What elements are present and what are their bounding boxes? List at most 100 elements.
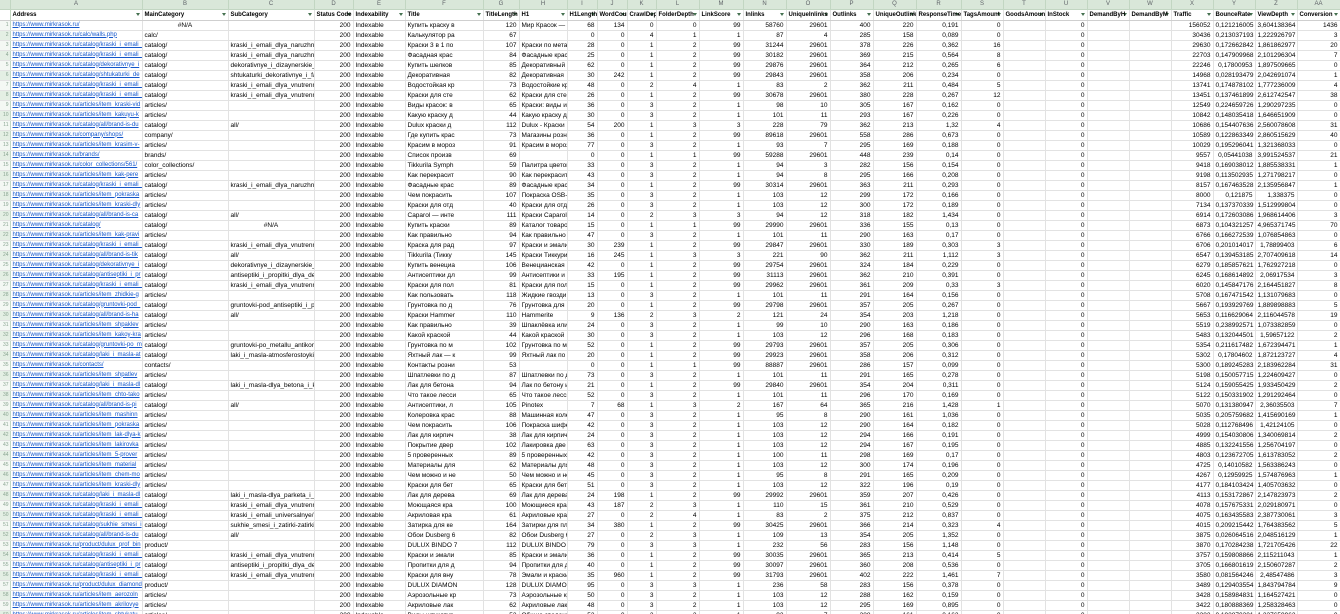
cell[interactable]: 1 <box>627 300 657 311</box>
cell[interactable]: 0,191 <box>916 20 962 31</box>
column-letter-J[interactable]: J <box>597 0 628 10</box>
cell[interactable]: 5124 <box>1171 380 1214 391</box>
cell[interactable]: 1 <box>627 130 657 141</box>
cell[interactable]: 182 <box>873 210 917 221</box>
cell[interactable]: 366 <box>830 520 874 531</box>
cell[interactable]: 0 <box>961 220 1004 231</box>
cell[interactable]: 0 <box>961 140 1004 151</box>
cell[interactable]: 0 <box>961 150 1004 161</box>
cell[interactable]: 103 <box>743 590 787 601</box>
cell[interactable] <box>1003 570 1046 581</box>
cell[interactable]: Краски для сте <box>519 90 568 101</box>
cell[interactable]: 30182 <box>743 50 787 61</box>
cell[interactable]: 0,192870201 <box>1213 610 1256 614</box>
cell[interactable]: 1 <box>627 570 657 581</box>
cell[interactable]: 296 <box>830 330 874 341</box>
cell[interactable]: https://www.mirkrasok.ru/brands/ <box>10 150 143 161</box>
cell[interactable]: 62 <box>483 90 520 101</box>
cell[interactable]: articles/ <box>142 470 229 481</box>
cell[interactable]: articles/ <box>142 410 229 421</box>
row-number[interactable]: 35 <box>0 360 11 371</box>
cell[interactable]: 5708 <box>1171 290 1214 301</box>
cell[interactable]: 53 <box>567 610 598 614</box>
cell[interactable]: 94 <box>483 560 520 571</box>
url-link[interactable]: https://www.mirkrasok.ru/catalog/all/bra… <box>12 251 138 258</box>
cell[interactable]: articles/ <box>142 110 229 121</box>
cell[interactable]: 1 <box>627 380 657 391</box>
cell[interactable]: kraski_i_emali_dlya_naruzhnykh <box>228 40 315 51</box>
cell[interactable]: Tikkurila (Тикку <box>405 250 484 261</box>
cell[interactable]: 0 <box>1045 450 1088 461</box>
cell[interactable]: 3 <box>627 450 657 461</box>
cell[interactable]: 1 <box>627 150 657 161</box>
cell[interactable]: 2 <box>656 70 700 81</box>
cell[interactable]: 205 <box>873 340 917 351</box>
cell[interactable]: 0 <box>1045 500 1088 511</box>
cell[interactable]: #N/A <box>228 220 315 231</box>
url-link[interactable]: https://www.mirkrasok.ru/catalog/laki_i_… <box>12 491 141 498</box>
cell[interactable]: shtukaturki_dekorativnye_i_fakt <box>228 70 315 81</box>
cell[interactable]: 3 <box>627 290 657 301</box>
cell[interactable]: 0,113502935 <box>1213 170 1256 181</box>
row-number[interactable]: 26 <box>0 270 11 281</box>
header-instock[interactable]: InStock <box>1045 9 1088 21</box>
cell[interactable]: 0 <box>961 610 1004 614</box>
cell[interactable]: Виды красок: в <box>405 100 484 111</box>
cell[interactable] <box>1087 430 1130 441</box>
cell[interactable]: 200 <box>314 420 354 431</box>
cell[interactable]: 285 <box>830 30 874 41</box>
cell[interactable]: 0,193929769 <box>1213 300 1256 311</box>
cell[interactable]: https://www.mirkrasok.ru/articles/item_k… <box>10 330 143 341</box>
cell[interactable]: 88887 <box>743 360 787 371</box>
cell[interactable]: 35 <box>567 190 598 201</box>
cell[interactable]: https://www.mirkrasok.ru/articles/item_m… <box>10 410 143 421</box>
cell[interactable] <box>1129 70 1172 81</box>
cell[interactable]: 0,14010582 <box>1213 460 1256 471</box>
cell[interactable]: 200 <box>314 570 354 581</box>
cell[interactable]: 14 <box>1297 250 1340 261</box>
url-link[interactable]: https://www.mirkrasok.ru/articles/item_s… <box>13 612 138 614</box>
cell[interactable]: 3 <box>627 470 657 481</box>
cell[interactable]: 221 <box>743 250 787 261</box>
cell[interactable] <box>1087 130 1130 141</box>
cell[interactable]: 2 <box>786 510 831 521</box>
cell[interactable]: 29876 <box>743 60 787 71</box>
cell[interactable]: 106 <box>483 420 520 431</box>
cell[interactable]: 81 <box>483 280 520 291</box>
cell[interactable]: 0 <box>1045 230 1088 241</box>
cell[interactable] <box>1003 200 1046 211</box>
cell[interactable]: 210 <box>873 500 917 511</box>
cell[interactable]: https://www.mirkrasok.ru/articles/item_s… <box>10 610 143 614</box>
cell[interactable]: 0 <box>1045 180 1088 191</box>
row-number[interactable]: 34 <box>0 350 11 361</box>
cell[interactable]: 0,414 <box>916 550 962 561</box>
cell[interactable]: 85 <box>483 550 520 561</box>
cell[interactable]: Какую краску д <box>519 110 568 121</box>
cell[interactable]: 2 <box>656 450 700 461</box>
cell[interactable]: 95 <box>567 580 598 591</box>
cell[interactable] <box>228 20 315 31</box>
cell[interactable]: 0 <box>961 560 1004 571</box>
cell[interactable]: #N/A <box>142 20 229 31</box>
url-link[interactable]: https://www.mirkrasok.ru/articles/item_k… <box>12 481 141 488</box>
url-link[interactable]: https://www.mirkrasok.ru/catalog/kraski_… <box>12 551 142 558</box>
cell[interactable]: 295 <box>830 600 874 611</box>
cell[interactable] <box>1129 170 1172 181</box>
cell[interactable]: 2 <box>656 420 700 431</box>
cell[interactable]: 200 <box>314 230 354 241</box>
cell[interactable]: Декоративный <box>519 60 568 71</box>
cell[interactable]: 30425 <box>743 520 787 531</box>
cell[interactable] <box>1087 350 1130 361</box>
cell[interactable]: catalog/ <box>142 550 229 561</box>
cell[interactable]: 10 <box>786 320 831 331</box>
cell[interactable]: 200 <box>314 350 354 361</box>
cell[interactable]: 166 <box>873 170 917 181</box>
cell[interactable]: Жидкие гвозди <box>519 290 568 301</box>
cell[interactable]: 2,36035503 <box>1255 400 1298 411</box>
cell[interactable]: Каталог товаро <box>519 220 568 231</box>
cell[interactable]: 99 <box>483 270 520 281</box>
row-number[interactable]: 38 <box>0 390 11 401</box>
row-number[interactable]: 18 <box>0 190 11 201</box>
cell[interactable]: Чем покрасить <box>405 420 484 431</box>
cell[interactable]: 0,026064516 <box>1213 530 1256 541</box>
